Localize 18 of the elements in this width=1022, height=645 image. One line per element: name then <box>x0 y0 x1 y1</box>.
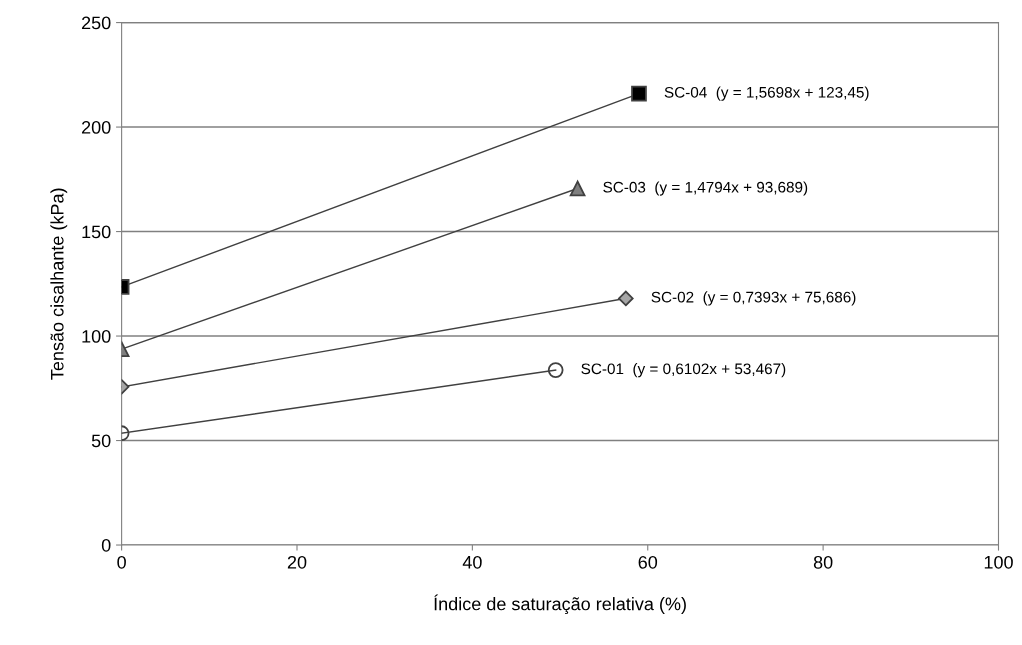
x-tick-label: 80 <box>813 555 833 569</box>
y-tick-label: 250 <box>81 16 111 30</box>
series-label: SC-04 (y = 1,5698x + 123,45) <box>664 86 869 101</box>
y-axis-title: Tensão cisalhante (kPa) <box>50 188 68 380</box>
y-tick-label: 200 <box>81 121 111 134</box>
x-tick-label: 0 <box>117 555 126 569</box>
x-tick-label: 20 <box>287 555 307 569</box>
y-tick-label: 50 <box>91 434 111 448</box>
series-label: SC-02 (y = 0,7393x + 75,686) <box>651 291 856 306</box>
y-tick-label: 150 <box>82 225 111 239</box>
y-tick-label: 0 <box>101 538 111 552</box>
x-tick-label: 40 <box>462 555 482 569</box>
series-label: SC-01 (y = 0,6102x + 53,467) <box>581 362 786 378</box>
y-tick-label: 100 <box>82 329 111 343</box>
x-tick-label: 100 <box>984 555 1013 569</box>
series-label: SC-03 (y = 1,4794x + 93,689) <box>603 181 808 196</box>
x-tick-label: 60 <box>638 555 658 569</box>
x-axis-title: Índice de saturação relativa (%) <box>434 594 686 614</box>
